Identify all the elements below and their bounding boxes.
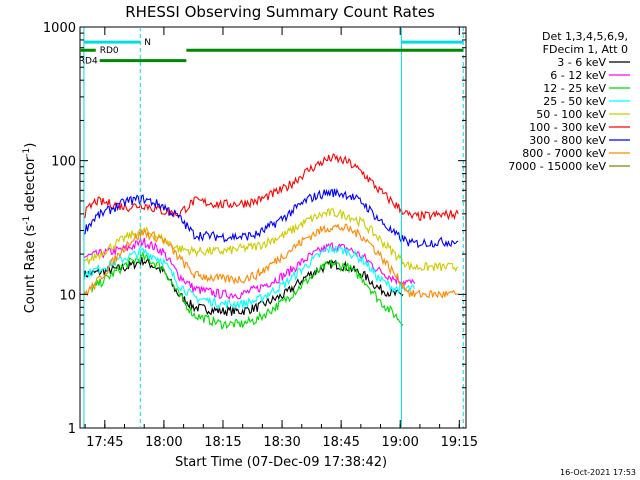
series-line-5 xyxy=(83,153,459,222)
y-tick-label-3: 1000 xyxy=(43,21,76,36)
y-tick-label-1: 10 xyxy=(59,288,76,303)
series-line-3 xyxy=(83,244,416,310)
series-line-1 xyxy=(83,237,416,301)
footer-timestamp: 16-Oct-2021 17:53 xyxy=(560,468,636,477)
legend: Det 1,3,4,5,6,9, FDecim 1, Att 0 3 - 6 k… xyxy=(508,30,630,173)
chart-title: RHESSI Observing Summary Count Rates xyxy=(125,3,435,21)
state-bar-label-1: RD0 xyxy=(100,46,119,56)
series-line-4 xyxy=(83,207,459,273)
legend-label-2: 12 - 25 keV xyxy=(543,82,606,95)
plot-area xyxy=(79,26,467,429)
y-axis-label: Count Rate (s-1 detector-1) xyxy=(22,143,38,314)
y-axis-ticks: 1 10 100 1000 xyxy=(43,21,466,437)
legend-label-4: 50 - 100 keV xyxy=(536,108,606,121)
series-line-0 xyxy=(83,257,404,316)
series-line-7 xyxy=(83,223,459,299)
series-line-6 xyxy=(83,187,459,249)
x-tick-label-0: 17:45 xyxy=(86,435,123,450)
legend-header-line2: FDecim 1, Att 0 xyxy=(543,43,628,56)
x-axis-label: Start Time (07-Dec-09 17:38:42) xyxy=(175,455,387,470)
legend-label-3: 25 - 50 keV xyxy=(543,95,606,108)
y-axis-label-part3: ) xyxy=(23,143,38,148)
state-bar-label-2: RD4 xyxy=(79,57,98,67)
x-tick-label-5: 19:00 xyxy=(381,435,418,450)
legend-label-5: 100 - 300 keV xyxy=(529,121,606,134)
y-axis-label-part2: detector xyxy=(23,156,38,216)
y-axis-label-part1: Count Rate (s xyxy=(23,225,38,314)
vertical-lines xyxy=(83,27,464,428)
legend-label-6: 300 - 800 keV xyxy=(529,134,606,147)
legend-label-0: 3 - 6 keV xyxy=(557,56,606,69)
series-layer xyxy=(83,153,459,330)
x-axis-ticks: 17:45 18:00 18:15 18:30 18:45 19:00 19:15 xyxy=(84,27,478,450)
x-tick-label-6: 19:15 xyxy=(441,435,478,450)
legend-label-1: 6 - 12 keV xyxy=(550,69,606,82)
state-bar-label-0: N xyxy=(144,38,151,48)
plot-frame xyxy=(79,26,467,429)
x-tick-label-1: 18:00 xyxy=(145,435,182,450)
series-line-2 xyxy=(91,250,404,330)
legend-label-8: 7000 - 15000 keV xyxy=(508,160,606,173)
y-axis-label-sup2: -1 xyxy=(22,148,32,157)
y-tick-label-0: 1 xyxy=(68,422,76,437)
legend-header-line1: Det 1,3,4,5,6,9, xyxy=(542,30,628,43)
y-tick-label-2: 100 xyxy=(51,155,76,170)
legend-label-7: 800 - 7000 keV xyxy=(522,147,606,160)
y-axis-label-sup1: -1 xyxy=(22,216,32,225)
x-tick-label-4: 18:45 xyxy=(322,435,359,450)
x-tick-label-3: 18:30 xyxy=(263,435,300,450)
x-tick-label-2: 18:15 xyxy=(204,435,241,450)
